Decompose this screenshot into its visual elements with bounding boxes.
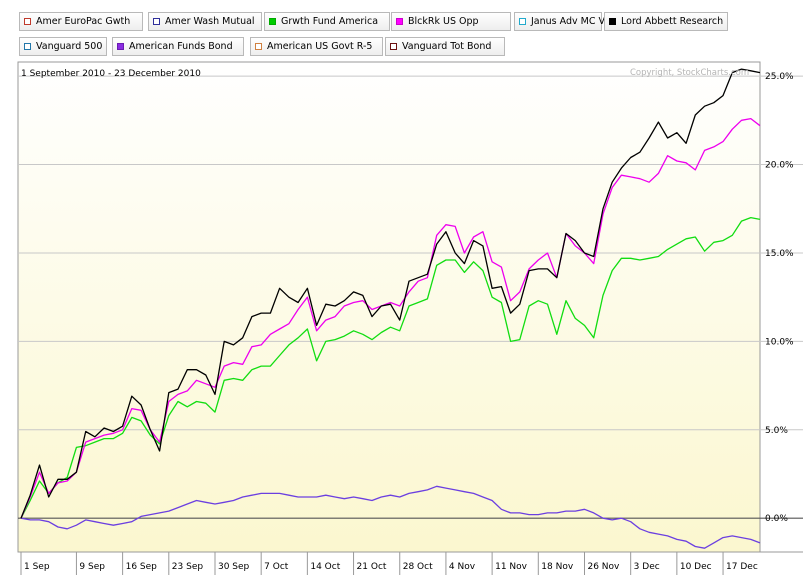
legend-item-amer-europac-gwth[interactable]: Amer EuroPac Gwth (19, 12, 143, 31)
x-tick-label: 1 Sep (24, 562, 50, 572)
legend-swatch (255, 43, 262, 50)
y-tick-label: 25.0% (765, 72, 794, 82)
x-tick-label: 9 Sep (79, 562, 105, 572)
legend-swatch (390, 43, 397, 50)
legend-label: American Funds Bond (129, 41, 233, 52)
legend-label: Amer EuroPac Gwth (36, 16, 131, 27)
x-tick-label: 4 Nov (449, 562, 476, 572)
y-tick-label: 10.0% (765, 337, 794, 347)
legend-item-american-us-govt-r-5[interactable]: American US Govt R-5 (250, 37, 383, 56)
legend-item-lord-abbett-research[interactable]: Lord Abbett Research (604, 12, 728, 31)
legend-label: Vanguard 500 (36, 41, 103, 52)
watermark: Copyright, StockCharts.com (630, 68, 749, 78)
legend-swatch (396, 18, 403, 25)
x-tick-label: 17 Dec (726, 562, 758, 572)
legend-label: Vanguard Tot Bond (402, 41, 492, 52)
legend-label: American US Govt R-5 (267, 41, 373, 52)
legend-item-vanguard-tot-bond[interactable]: Vanguard Tot Bond (385, 37, 505, 56)
plot-background (17, 61, 761, 553)
legend-swatch (24, 18, 31, 25)
y-axis-labels: 0.0% 5.0% 10.0% 15.0% 20.0% 25.0% (765, 72, 794, 524)
x-tick-label: 30 Sep (218, 562, 250, 572)
y-tick-label: 0.0% (765, 514, 788, 524)
series-line-blckrk-us-opp (20, 117, 761, 519)
x-tick-label: 10 Dec (680, 562, 712, 572)
legend-item-american-funds-bond[interactable]: American Funds Bond (112, 37, 244, 56)
legend-label: BlckRk US Opp (408, 16, 479, 27)
x-tick-label: 16 Sep (126, 562, 158, 572)
legend-swatch (609, 18, 616, 25)
legend-swatch (153, 18, 160, 25)
legend-label: Janus Adv MC Val (531, 16, 613, 27)
chart-title: 1 September 2010 - 23 December 2010 (21, 69, 201, 79)
gridlines (18, 75, 803, 519)
x-tick-label: 7 Oct (264, 562, 289, 572)
y-tick-label: 20.0% (765, 161, 794, 171)
series-layer (20, 68, 761, 549)
x-tick-label: 18 Nov (541, 562, 574, 572)
x-tick-label: 11 Nov (495, 562, 528, 572)
legend-swatch (117, 43, 124, 50)
x-axis-labels: 1 Sep 9 Sep 16 Sep 23 Sep 30 Sep 7 Oct 14 Oct 2… (18, 551, 803, 575)
legend-swatch (24, 43, 31, 50)
series-line-grwth-fund-america (20, 216, 761, 519)
x-tick-label: 26 Nov (587, 562, 620, 572)
series-line-american-funds-bond (20, 485, 761, 549)
legend-swatch (519, 18, 526, 25)
legend-item-janus-adv-mc-val[interactable]: Janus Adv MC Val (514, 12, 613, 31)
x-tick-label: 21 Oct (357, 562, 387, 572)
legend-swatch (269, 18, 276, 25)
series-line-lord-abbett-research (20, 68, 761, 519)
legend-item-grwth-fund-america[interactable]: Grwth Fund America (264, 12, 390, 31)
x-tick-label: 23 Sep (172, 562, 204, 572)
legend-label: Lord Abbett Research (621, 16, 724, 27)
legend-item-amer-wash-mutual[interactable]: Amer Wash Mutual (148, 12, 262, 31)
legend-label: Amer Wash Mutual (165, 16, 255, 27)
x-tick-label: 14 Oct (310, 562, 340, 572)
y-tick-label: 5.0% (765, 426, 788, 436)
legend-label: Grwth Fund America (281, 16, 379, 27)
x-tick-label: 28 Oct (403, 562, 433, 572)
legend-item-vanguard-500[interactable]: Vanguard 500 (19, 37, 107, 56)
y-tick-label: 15.0% (765, 249, 794, 259)
legend-item-blckrk-us-opp[interactable]: BlckRk US Opp (391, 12, 511, 31)
x-tick-label: 3 Dec (634, 562, 660, 572)
